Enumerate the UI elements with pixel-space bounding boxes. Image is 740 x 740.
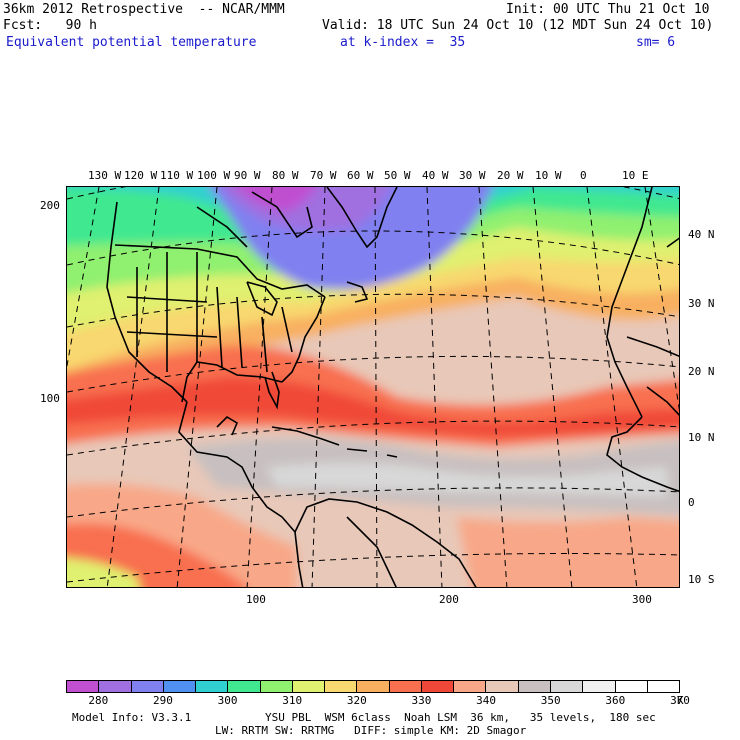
top-lon-label: 130 W [88, 169, 122, 182]
right-lat-label: 10 S [688, 573, 715, 586]
graticule-lines [67, 187, 679, 587]
color-scale-label: 320 [346, 694, 367, 707]
color-scale-segment [550, 681, 584, 692]
color-scale-label: 280 [88, 694, 109, 707]
theta-e-map [66, 186, 680, 588]
header-level: at k-index = 35 [340, 35, 466, 50]
color-scale-segment [389, 681, 422, 692]
footer-physics: YSU PBL WSM 6class Noah LSM 36 km, 35 le… [265, 711, 656, 724]
header-valid-time: Valid: 18 UTC Sun 24 Oct 10 (12 MDT Sun … [322, 18, 714, 33]
header-smoothing: sm= 6 [636, 35, 676, 50]
top-lon-label: 20 W [497, 169, 524, 182]
color-scale-segment [99, 681, 132, 692]
footer-radiation: LW: RRTM SW: RRTMG DIFF: simple KM: 2D S… [215, 724, 527, 737]
color-scale-label: 370 [670, 694, 690, 707]
top-lon-label: 40 W [422, 169, 449, 182]
top-lon-label: 0 [580, 169, 587, 182]
left-grid-label-100: 100 [40, 392, 60, 405]
color-scale-label: 360 [605, 694, 626, 707]
color-scale-label: 290 [153, 694, 173, 707]
right-lat-label: 0 [688, 496, 695, 509]
bottom-grid-label-100: 100 [246, 593, 266, 606]
color-scale-label: 300 [217, 694, 238, 707]
map-graphic [67, 187, 679, 587]
bottom-grid-label-300: 300 [632, 593, 652, 606]
color-scale-unit: K [677, 694, 684, 707]
color-scale-segment [163, 681, 197, 692]
color-scale-segment [421, 681, 455, 692]
right-lat-label: 10 N [688, 431, 715, 444]
top-lon-label: 80 W [272, 169, 299, 182]
top-lon-label: 100 W [197, 169, 231, 182]
header-model-title: 36km 2012 Retrospective -- NCAR/MMM [3, 2, 285, 17]
color-scale-segment [486, 681, 519, 692]
right-lat-label: 30 N [688, 297, 715, 310]
color-scale-segment [196, 681, 229, 692]
top-lon-label: 50 W [384, 169, 411, 182]
color-scale-label: 330 [411, 694, 432, 707]
header-field-name: Equivalent potential temperature [6, 35, 257, 50]
color-scale-segment [454, 681, 487, 692]
color-scale-segment [518, 681, 551, 692]
footer-model-info: Model Info: V3.3.1 [72, 711, 192, 724]
color-scale-segment [325, 681, 358, 692]
right-lat-label: 40 N [688, 228, 715, 241]
coastline-lines [106, 187, 679, 587]
color-scale-segment [67, 681, 100, 692]
header-init-time: Init: 00 UTC Thu 21 Oct 10 [506, 2, 710, 17]
bottom-grid-label-200: 200 [439, 593, 459, 606]
header-forecast-hour: Fcst: 90 h [3, 18, 97, 33]
color-scale-segment [357, 681, 390, 692]
right-lat-label: 20 N [688, 365, 715, 378]
top-lon-label: 60 W [347, 169, 374, 182]
color-scale-segment [583, 681, 616, 692]
top-lon-label: 110 W [160, 169, 194, 182]
left-grid-label-200: 200 [40, 199, 60, 212]
color-scale-segment [647, 681, 680, 692]
color-scale-segment [292, 681, 326, 692]
color-scale-segment [131, 681, 164, 692]
color-scale-label: 340 [476, 694, 497, 707]
color-scale-bar [66, 680, 680, 693]
top-lon-label: 70 W [310, 169, 337, 182]
top-lon-label: 10 W [535, 169, 562, 182]
color-scale-segment [615, 681, 648, 692]
top-lon-label: 120 W [124, 169, 158, 182]
color-scale-segment [260, 681, 293, 692]
color-scale-segment [228, 681, 261, 692]
top-lon-label: 90 W [234, 169, 261, 182]
top-lon-label: 30 W [459, 169, 486, 182]
color-scale-label: 350 [540, 694, 561, 707]
color-scale-label: 310 [282, 694, 303, 707]
top-lon-label: 10 E [622, 169, 649, 182]
